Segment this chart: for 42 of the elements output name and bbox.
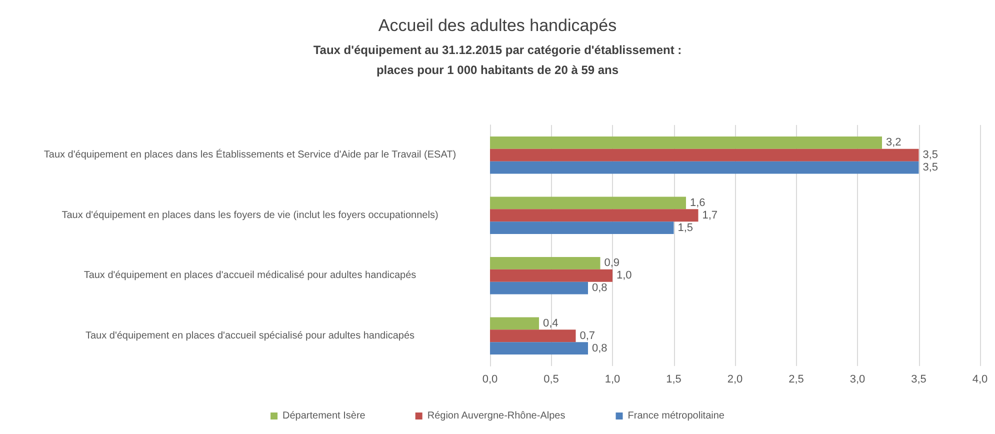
bar: [490, 196, 686, 210]
y-tick-label: Taux d'équipement en places d'accueil spécialisé pour adultes handicapés: [85, 330, 415, 342]
data-label: 1,7: [702, 209, 718, 222]
bar: [490, 317, 539, 330]
x-tick-label: 3,5: [911, 374, 926, 386]
data-label: 3,5: [922, 162, 938, 174]
x-tick-label: 0,5: [544, 374, 559, 386]
bar: [490, 269, 612, 282]
bar: [490, 161, 919, 174]
x-tick-label: 2,5: [788, 374, 804, 386]
x-tick-label: 1,0: [604, 374, 620, 386]
y-tick-label: Taux d'équipement en places dans les foyers de vie (inclut les foyers occupationnels): [62, 210, 438, 221]
data-label: 0,4: [543, 317, 558, 330]
y-tick-label: Taux d'équipement en places dans les Établissements et Service d'Aide par le Travail (ESAT): [44, 148, 456, 161]
bar: [490, 222, 674, 234]
x-tick-label: 4,0: [972, 374, 988, 386]
data-label: 0,8: [592, 342, 608, 354]
y-tick-label: Taux d'équipement en places d'accueil médicalisé pour adultes handicapés: [84, 270, 416, 282]
bar: [490, 342, 588, 355]
data-label: 0,9: [604, 257, 620, 270]
bar: [490, 282, 588, 294]
chart-subtitle: Taux d'équipement au 31.12.2015 par catégorie d'établissement : places pour 1 000 habitants de 20 à 59 ans: [313, 43, 682, 77]
x-tick-label: 0,0: [482, 374, 498, 386]
bar: [490, 136, 882, 149]
data-label: 1,6: [690, 196, 706, 209]
x-tick-label: 3,0: [850, 374, 866, 386]
legend-label: Région Auvergne-Rhône-Alpes: [427, 410, 566, 422]
data-label: 1,5: [678, 222, 694, 234]
data-label: 0,7: [580, 330, 596, 342]
chart-title: Accueil des adultes handicapés: [378, 16, 617, 35]
data-label: 0,8: [592, 282, 608, 294]
bar: [490, 209, 698, 222]
x-tick-label: 2,0: [727, 374, 743, 386]
legend-label: Département Isère: [282, 410, 366, 422]
bar: [490, 148, 919, 162]
x-tick-label: 1,5: [666, 374, 682, 386]
bar: [490, 330, 576, 342]
legend-label: France métropolitaine: [628, 410, 725, 422]
bar: [490, 256, 600, 270]
data-label: 1,0: [616, 270, 632, 282]
data-label: 3,5: [922, 149, 938, 162]
data-label: 3,2: [886, 136, 902, 149]
